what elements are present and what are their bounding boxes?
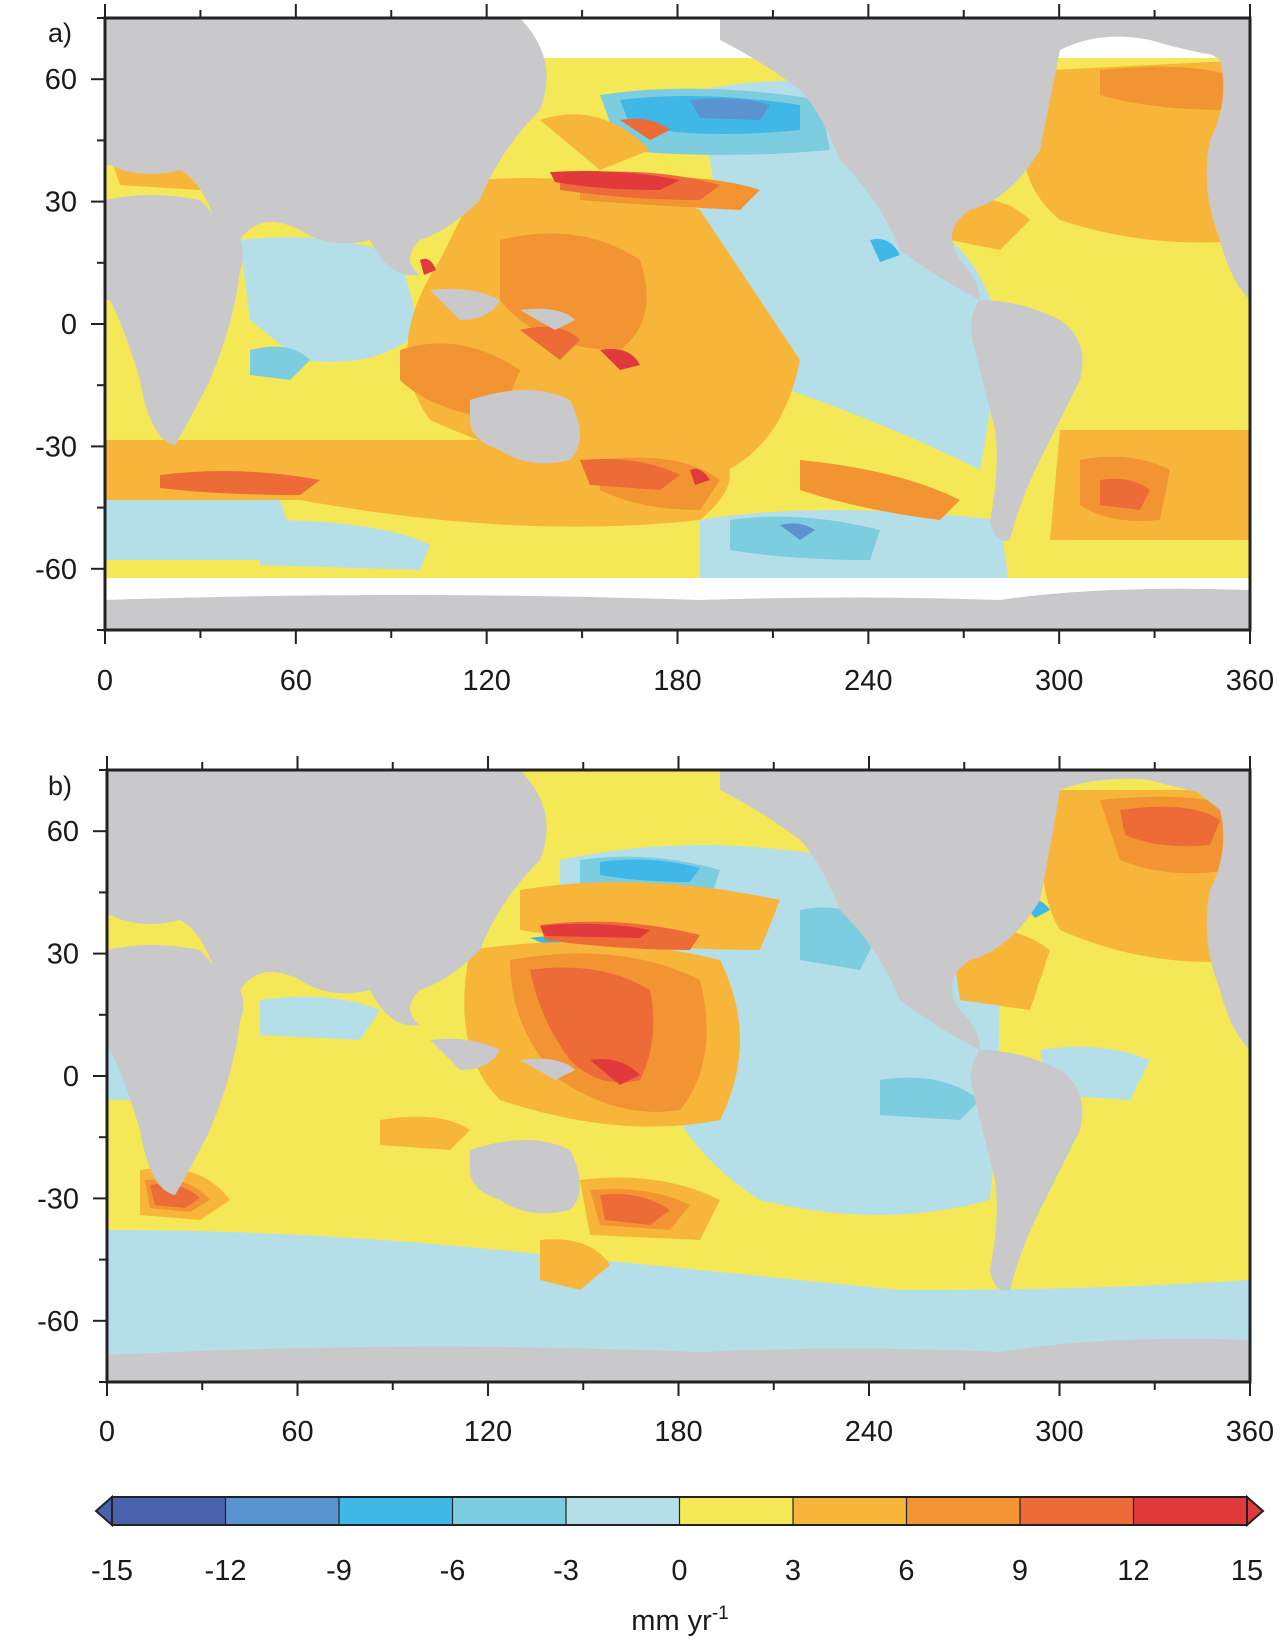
panel-b-x-tick-label: 360 [1226,1416,1274,1448]
panel-a-label: a) [48,18,72,48]
panel-a-y-tick-label: -60 [35,554,77,586]
colorbar-tick-label: 3 [785,1555,801,1587]
panel-b-positive-trend-strongest [540,923,650,1085]
panel-b-x-tick-label: 0 [99,1416,115,1448]
colorbar-tick-label: 6 [898,1555,914,1587]
panel-b-label: b) [48,771,72,801]
panel-b-y-tick-label: 0 [63,1061,79,1093]
panel-a-y-tick-label: 60 [45,64,77,96]
colorbar-tick-label: 0 [671,1555,687,1587]
colorbar-segment [566,1497,680,1525]
colorbar-segment [906,1497,1021,1525]
colorbar-tick-label: -12 [205,1555,247,1587]
panel-b-x-tick-label: 180 [654,1416,702,1448]
colorbar-tick-label: 15 [1231,1555,1263,1587]
panel-b-y-tick-label: -60 [37,1306,79,1338]
panel-a-x-tick-label: 60 [280,665,312,697]
colorbar-tick-label: -15 [91,1555,133,1587]
colorbar-tick-label: -3 [553,1555,579,1587]
panel-a-x-tick-label: 0 [97,665,113,697]
panel-a-y-tick-label: -30 [35,431,77,463]
panel-a-y-tick-label: 0 [61,309,77,341]
panel-a-x-tick-label: 180 [653,665,701,697]
colorbar-segment [793,1497,907,1525]
colorbar-tick-label: 9 [1012,1555,1028,1587]
panel-b-x-axis: 0 60 120 180 240 300 360 [99,756,1274,1448]
panel-b-y-tick-label: 60 [47,816,79,848]
panel-b-y-axis: 60 30 0 -30 -60 [37,769,107,1383]
colorbar-segment [1020,1497,1134,1525]
panel-a-land [105,18,1250,630]
panel-b-y-tick-label: 30 [47,939,79,971]
panel-b-land [107,770,1250,1382]
colorbar-under-arrow [94,1494,113,1528]
panel-a-positive-trend-strongest [420,171,710,485]
colorbar-unit-label: mm yr-1 [631,1603,728,1637]
colorbar-tick-label: 12 [1117,1555,1149,1587]
colorbar-tick-label: -6 [440,1555,466,1587]
colorbar-segment [452,1497,567,1525]
colorbar: -15 -12 -9 -6 -3 0 3 6 9 12 15 [91,1494,1265,1587]
panel-a-x-axis: 0 60 120 180 240 300 360 [97,4,1274,697]
colorbar-segment [339,1497,453,1525]
panel-a-y-axis: 60 30 0 -30 -60 [35,17,105,631]
panel-a-x-tick-label: 240 [844,665,892,697]
panel-b-x-tick-label: 300 [1035,1416,1083,1448]
colorbar-over-arrow [1246,1494,1265,1528]
panel-b-x-tick-label: 240 [845,1416,893,1448]
panel-b-map [107,770,1250,1382]
panel-b-x-tick-label: 60 [281,1416,313,1448]
panel-a-x-tick-label: 360 [1226,665,1274,697]
panel-a-x-tick-label: 120 [462,665,510,697]
panel-b-y-tick-label: -30 [37,1183,79,1215]
colorbar-unit-exponent: -1 [712,1603,729,1624]
colorbar-unit-base: mm yr [631,1605,712,1637]
panel-a-x-tick-label: 300 [1035,665,1083,697]
panel-b-x-tick-label: 120 [464,1416,512,1448]
colorbar-tick-label: -9 [326,1555,352,1587]
colorbar-segment [112,1497,226,1525]
panel-a-y-tick-label: 30 [45,187,77,219]
colorbar-segment [1133,1497,1248,1525]
colorbar-segment [225,1497,340,1525]
panel-a-map [105,18,1250,630]
colorbar-segment [679,1497,794,1525]
